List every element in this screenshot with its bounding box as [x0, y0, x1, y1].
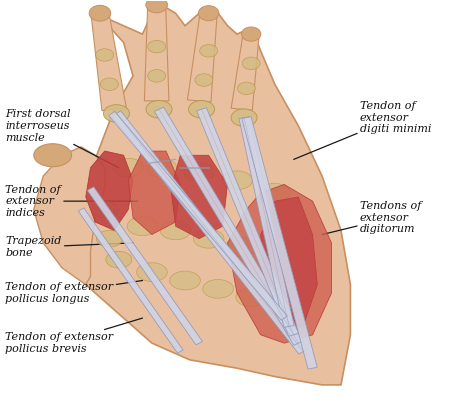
- Polygon shape: [86, 151, 133, 230]
- Ellipse shape: [242, 27, 261, 41]
- Ellipse shape: [170, 271, 201, 290]
- Polygon shape: [109, 111, 287, 320]
- Ellipse shape: [137, 263, 167, 282]
- Ellipse shape: [242, 57, 260, 70]
- Ellipse shape: [127, 217, 158, 235]
- Ellipse shape: [113, 158, 144, 177]
- Ellipse shape: [222, 171, 252, 190]
- Polygon shape: [145, 5, 169, 101]
- Polygon shape: [43, 5, 350, 385]
- Polygon shape: [78, 208, 183, 353]
- Polygon shape: [87, 187, 202, 345]
- Ellipse shape: [160, 221, 191, 240]
- Polygon shape: [239, 117, 294, 327]
- Ellipse shape: [89, 5, 111, 21]
- Ellipse shape: [96, 230, 122, 247]
- Ellipse shape: [100, 78, 118, 91]
- Polygon shape: [91, 12, 126, 111]
- Ellipse shape: [269, 296, 300, 315]
- Ellipse shape: [227, 238, 257, 256]
- Text: Tendon of
extensor
indices: Tendon of extensor indices: [5, 184, 138, 218]
- Text: Tendon of extensor
pollicus brevis: Tendon of extensor pollicus brevis: [5, 318, 143, 354]
- Ellipse shape: [203, 279, 234, 298]
- Polygon shape: [171, 155, 228, 239]
- Polygon shape: [34, 147, 105, 285]
- Ellipse shape: [193, 229, 224, 248]
- Polygon shape: [261, 197, 318, 326]
- Text: Tendons of
extensor
digitorum: Tendons of extensor digitorum: [322, 201, 421, 235]
- Ellipse shape: [259, 184, 290, 202]
- Ellipse shape: [189, 101, 215, 118]
- Ellipse shape: [200, 44, 218, 57]
- Ellipse shape: [34, 144, 72, 167]
- Ellipse shape: [146, 158, 177, 177]
- Polygon shape: [112, 111, 308, 354]
- Ellipse shape: [184, 163, 215, 181]
- Polygon shape: [187, 13, 217, 102]
- Polygon shape: [228, 184, 331, 343]
- Polygon shape: [231, 34, 259, 110]
- Polygon shape: [128, 151, 180, 235]
- Text: Tendon of
extensor
digiti minimi: Tendon of extensor digiti minimi: [294, 101, 431, 159]
- Text: Tendon of extensor
pollicus longus: Tendon of extensor pollicus longus: [5, 280, 143, 304]
- Ellipse shape: [148, 40, 165, 53]
- Ellipse shape: [199, 6, 219, 21]
- Ellipse shape: [146, 0, 167, 13]
- Ellipse shape: [236, 288, 266, 307]
- Ellipse shape: [146, 101, 172, 118]
- Polygon shape: [197, 108, 299, 336]
- Ellipse shape: [195, 74, 213, 86]
- Ellipse shape: [103, 105, 129, 122]
- Polygon shape: [242, 116, 317, 369]
- Ellipse shape: [259, 246, 290, 265]
- Polygon shape: [155, 107, 303, 345]
- Ellipse shape: [96, 49, 114, 61]
- Text: Trapezoid
bone: Trapezoid bone: [5, 236, 133, 258]
- Ellipse shape: [148, 70, 165, 82]
- Ellipse shape: [237, 82, 255, 95]
- Text: First dorsal
interroseus
muscle: First dorsal interroseus muscle: [5, 109, 119, 168]
- Ellipse shape: [106, 251, 132, 268]
- Ellipse shape: [231, 109, 257, 127]
- Ellipse shape: [91, 201, 118, 218]
